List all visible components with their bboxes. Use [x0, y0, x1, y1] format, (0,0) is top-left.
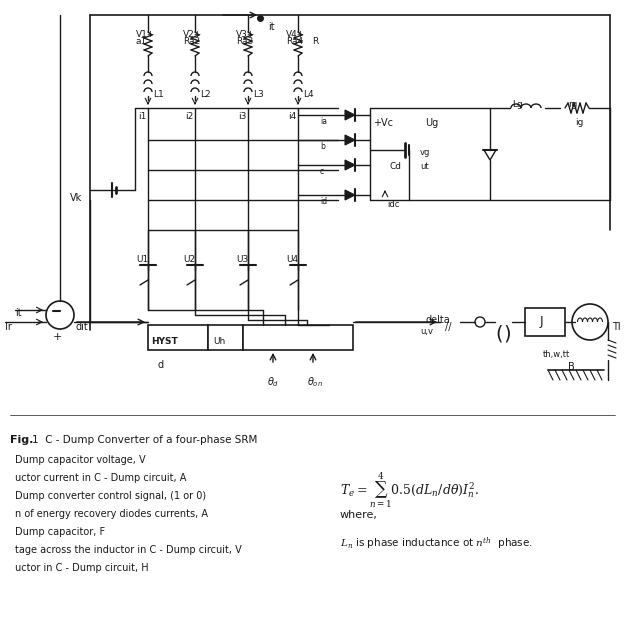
Text: 1  C - Dump Converter of a four-phase SRM: 1 C - Dump Converter of a four-phase SRM: [32, 435, 258, 445]
Text: uctor in C - Dump circuit, H: uctor in C - Dump circuit, H: [15, 563, 149, 573]
Text: ia: ia: [320, 117, 327, 126]
Text: b: b: [320, 142, 325, 151]
Text: HYST: HYST: [151, 337, 178, 346]
Text: L4: L4: [303, 90, 314, 99]
Text: U4: U4: [286, 255, 298, 264]
Text: i4: i4: [288, 112, 296, 121]
Text: L1: L1: [153, 90, 164, 99]
Text: //: //: [445, 322, 451, 332]
Polygon shape: [345, 135, 355, 145]
Text: Cd: Cd: [390, 162, 402, 171]
Text: ut: ut: [420, 162, 429, 171]
Text: uctor current in C - Dump circuit, A: uctor current in C - Dump circuit, A: [15, 473, 186, 483]
Bar: [148, 325, 208, 350]
Text: Dump converter control signal, (1 or 0): Dump converter control signal, (1 or 0): [15, 491, 206, 501]
Polygon shape: [345, 110, 355, 120]
Text: i2: i2: [185, 112, 193, 121]
Text: vg: vg: [420, 148, 431, 157]
Text: Lg: Lg: [512, 100, 522, 109]
Text: idc: idc: [387, 200, 399, 209]
Circle shape: [46, 301, 74, 329]
Polygon shape: [345, 160, 355, 170]
Text: J: J: [539, 315, 542, 328]
Text: $\theta_{on}$: $\theta_{on}$: [307, 375, 323, 389]
Text: B: B: [568, 362, 575, 372]
Text: L2: L2: [200, 90, 211, 99]
Text: U3: U3: [236, 255, 248, 264]
Text: where,: where,: [340, 510, 378, 520]
Text: a1: a1: [136, 37, 148, 46]
Text: dit: dit: [75, 322, 88, 332]
Text: Fig.: Fig.: [10, 435, 38, 445]
Text: V1+: V1+: [136, 30, 156, 39]
Polygon shape: [345, 190, 355, 200]
Text: rg: rg: [568, 100, 578, 109]
Text: (: (: [495, 325, 502, 344]
Text: $\theta_d$: $\theta_d$: [267, 375, 279, 389]
Text: u,v: u,v: [420, 327, 433, 336]
Text: delta: delta: [425, 315, 450, 325]
Text: Ra2: Ra2: [183, 37, 200, 46]
Circle shape: [572, 304, 608, 340]
Text: $L_n$ is phase inductance ot $n^{th}$  phase.: $L_n$ is phase inductance ot $n^{th}$ ph…: [340, 535, 533, 552]
Text: th,w,tt: th,w,tt: [543, 350, 570, 359]
Text: Tl: Tl: [612, 322, 621, 332]
Text: Dump capacitor voltage, V: Dump capacitor voltage, V: [15, 455, 146, 465]
Text: it: it: [268, 22, 274, 32]
Text: ): ): [503, 325, 511, 344]
Text: id: id: [320, 197, 327, 206]
Text: tage across the inductor in C - Dump circuit, V: tage across the inductor in C - Dump cir…: [15, 545, 242, 555]
Text: V2+: V2+: [183, 30, 203, 39]
Text: ig: ig: [575, 118, 583, 127]
Text: U2: U2: [183, 255, 195, 264]
Text: R: R: [312, 37, 318, 46]
Text: Uh: Uh: [213, 337, 225, 346]
Text: d: d: [158, 360, 164, 370]
Text: Ra3: Ra3: [236, 37, 253, 46]
Text: Ir: Ir: [5, 322, 12, 332]
Text: L3: L3: [253, 90, 264, 99]
Text: V3+: V3+: [236, 30, 256, 39]
Text: Ra4: Ra4: [286, 37, 303, 46]
Text: Ug: Ug: [425, 118, 438, 128]
Text: $T_e = \sum_{n=1}^{4} 0.5(dL_n / d\theta) I_n^2.$: $T_e = \sum_{n=1}^{4} 0.5(dL_n / d\theta…: [340, 470, 479, 509]
Text: c: c: [320, 167, 324, 176]
Text: n of energy recovery diodes currents, A: n of energy recovery diodes currents, A: [15, 509, 208, 519]
Text: i3: i3: [238, 112, 246, 121]
Bar: [525, 308, 565, 336]
Bar: [208, 325, 243, 350]
Text: +Vc: +Vc: [373, 118, 393, 128]
Text: U1: U1: [136, 255, 148, 264]
Text: Vk: Vk: [70, 193, 82, 203]
Circle shape: [475, 317, 485, 327]
Text: +: +: [53, 332, 63, 342]
Bar: [243, 325, 353, 350]
Text: V4+: V4+: [286, 30, 305, 39]
Text: i1: i1: [138, 112, 146, 121]
Text: it: it: [15, 308, 22, 318]
Text: Dump capacitor, F: Dump capacitor, F: [15, 527, 105, 537]
